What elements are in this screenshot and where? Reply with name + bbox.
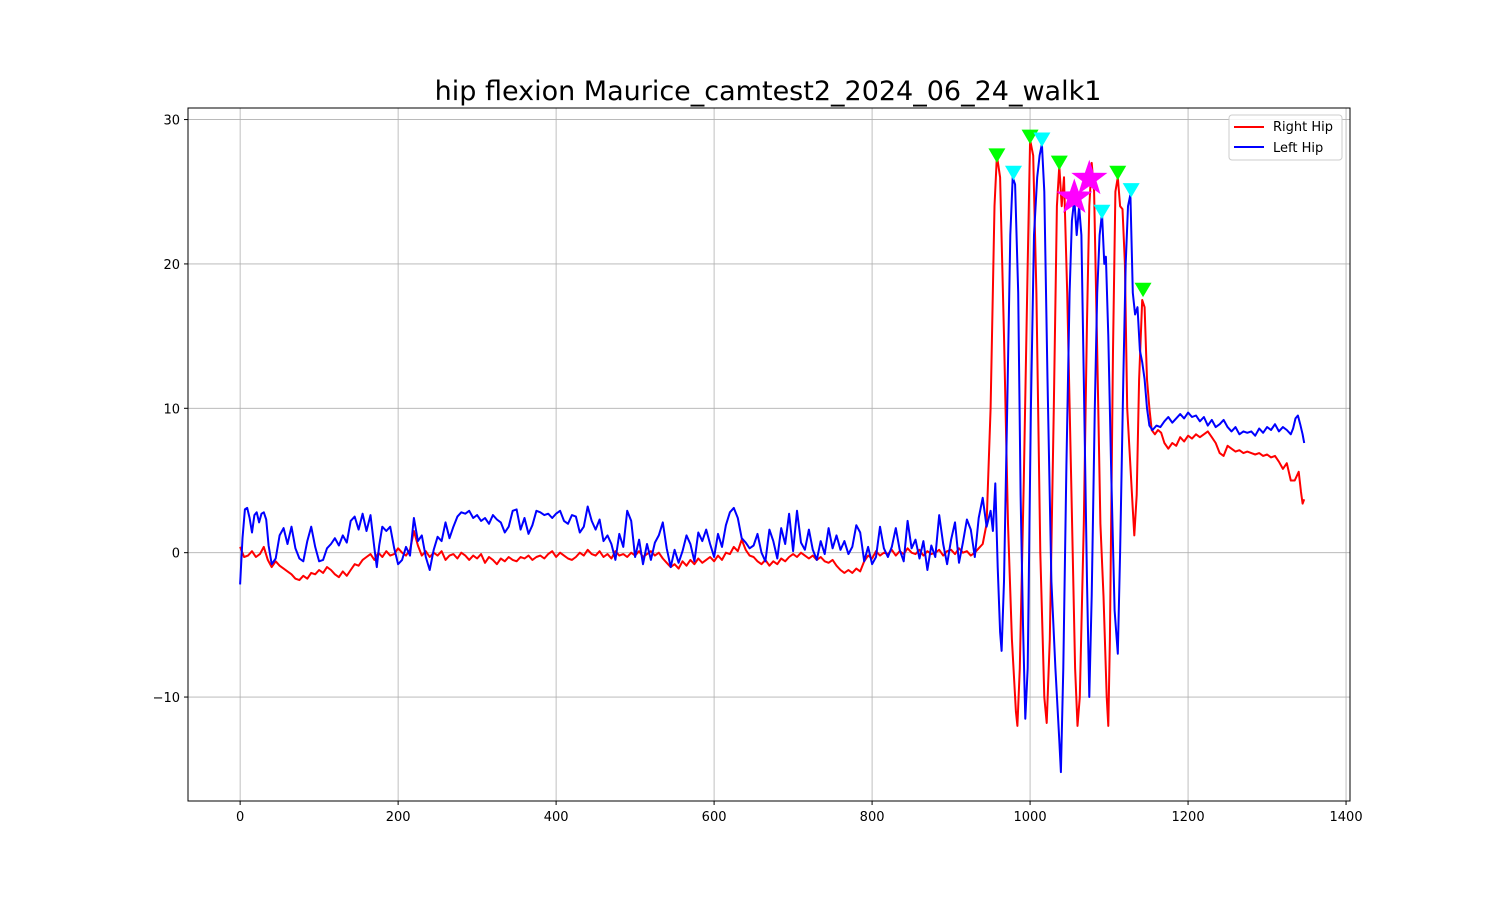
left-hip-peaks-marker: [1122, 183, 1140, 198]
y-axis: −10 0 10 20 30: [153, 114, 188, 706]
x-axis: 0 200 400 600 800 1000 1200 1400: [236, 801, 1363, 825]
right-hip-peaks-marker: [1050, 155, 1068, 171]
plot-frame: [187, 107, 1351, 802]
chart-title: hip flexion Maurice_camtest2_2024_06_24_…: [435, 76, 1102, 107]
x-tick-label: 800: [860, 810, 885, 825]
right-hip-peaks-marker: [1134, 282, 1152, 298]
right-hip-peaks-marker: [988, 148, 1006, 163]
series-line-right-hip: [239, 138, 1306, 727]
star-markers-marker: [1056, 178, 1093, 213]
x-tick-label: 600: [702, 810, 727, 825]
y-tick-label: 10: [163, 402, 180, 417]
left-hip-peaks-marker: [1004, 165, 1022, 181]
legend-label-left-hip: Left Hip: [1273, 141, 1323, 156]
peak-markers: [988, 129, 1152, 298]
y-tick-label: −10: [153, 691, 180, 706]
x-tick-label: 0: [236, 810, 244, 825]
x-tick-label: 400: [544, 810, 569, 825]
x-tick-label: 1400: [1330, 810, 1363, 825]
legend: Right Hip Left Hip: [1228, 114, 1343, 161]
series-line-left-hip: [239, 143, 1306, 774]
star-markers-marker: [1071, 159, 1108, 195]
y-tick-label: 0: [172, 547, 180, 562]
x-tick-label: 1200: [1172, 810, 1205, 825]
legend-label-right-hip: Right Hip: [1273, 120, 1333, 135]
grid-lines: [188, 108, 1350, 801]
series-lines: [239, 138, 1306, 774]
left-hip-peaks-marker: [1093, 204, 1111, 220]
x-tick-label: 1000: [1014, 810, 1047, 825]
x-tick-label: 200: [386, 810, 411, 825]
y-tick-label: 20: [163, 258, 180, 273]
right-hip-peaks-marker: [1109, 165, 1127, 181]
left-hip-peaks-marker: [1033, 132, 1051, 147]
y-tick-label: 30: [163, 114, 180, 129]
